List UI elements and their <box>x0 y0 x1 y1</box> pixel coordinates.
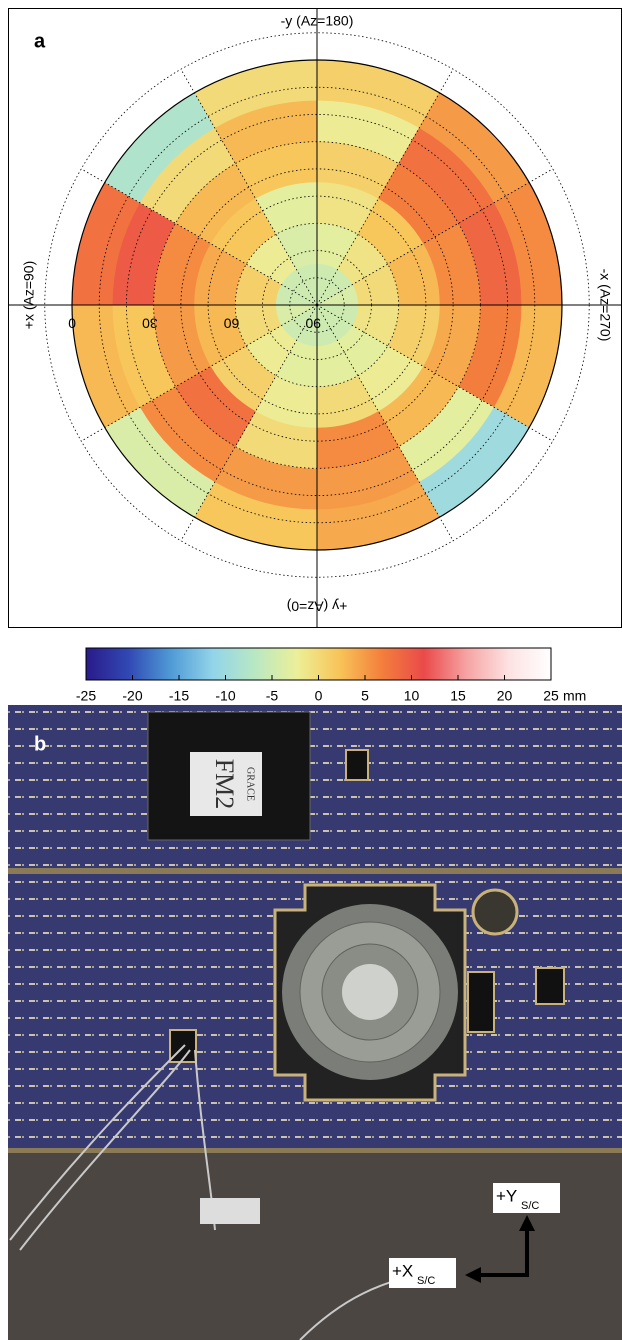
grid-spoke <box>316 304 553 442</box>
sensor <box>345 749 369 781</box>
sensor <box>467 971 495 1033</box>
seam <box>8 1148 622 1153</box>
colorbar-tick-label: -5 <box>266 688 279 704</box>
r-tick-label: 0 <box>68 315 76 331</box>
colorbar-tick-label: 25 <box>543 688 559 704</box>
plate-text: FM2 <box>210 759 239 810</box>
axis-arrow <box>478 1228 529 1277</box>
axis-label: +Y <box>496 1186 517 1205</box>
r-tick-label: 90 <box>305 315 321 331</box>
direction-label: +y (Az=0) <box>287 598 348 614</box>
panel-label: a <box>34 30 46 52</box>
grid-spoke <box>81 304 318 442</box>
colorbar-tick-label: 20 <box>497 688 513 704</box>
colorbar-tick-label: 10 <box>404 688 420 704</box>
axis-label-sub: S/C <box>521 1200 539 1212</box>
colorbar: -25 -20 -15 -10 -5 0 5 10 15 20 25 mm <box>76 647 586 704</box>
panel-label: b <box>34 733 46 755</box>
photo: GRACE FM2 <box>8 705 622 1340</box>
grid-spoke <box>180 69 318 306</box>
direction-label: +x (Az=90) <box>21 261 37 329</box>
direction-label: -x (Az=270) <box>597 269 613 342</box>
grid-spoke <box>316 304 454 541</box>
r-tick-label: 60 <box>224 315 240 331</box>
colorbar-tick-label: 15 <box>450 688 466 704</box>
seam <box>8 868 622 874</box>
axis-label: +X <box>392 1261 413 1280</box>
arrow-head <box>465 1215 535 1283</box>
colorbar-unit: mm <box>563 688 586 704</box>
sensor <box>471 888 519 936</box>
polar-plot: 0 30 60 90 <box>9 9 621 627</box>
grid-spoke <box>81 168 318 306</box>
axis-label-sub: S/C <box>417 1275 435 1287</box>
tag <box>200 1198 260 1224</box>
grid-spoke <box>316 69 454 306</box>
colorbar-tick-label: 0 <box>315 688 323 704</box>
r-tick-label: 30 <box>142 315 158 331</box>
colorbar-tick-label: -10 <box>215 688 235 704</box>
colorbar-tick-label: -25 <box>76 688 96 704</box>
axis-box <box>493 1183 560 1213</box>
axis-box <box>389 1258 456 1288</box>
direction-label: -y (Az=180) <box>281 13 354 29</box>
sensor <box>535 967 565 1005</box>
colorbar-tick-label: -20 <box>122 688 142 704</box>
antenna-center <box>342 964 398 1020</box>
plate-text: GRACE <box>245 767 256 801</box>
colorbar-tick-label: -15 <box>169 688 189 704</box>
grid-spoke <box>180 304 318 541</box>
lower-structure <box>8 1150 622 1340</box>
plate <box>190 752 262 816</box>
grid-spoke <box>316 168 553 306</box>
colorbar-tick-label: 5 <box>361 688 369 704</box>
colorbar-scale <box>85 647 552 681</box>
